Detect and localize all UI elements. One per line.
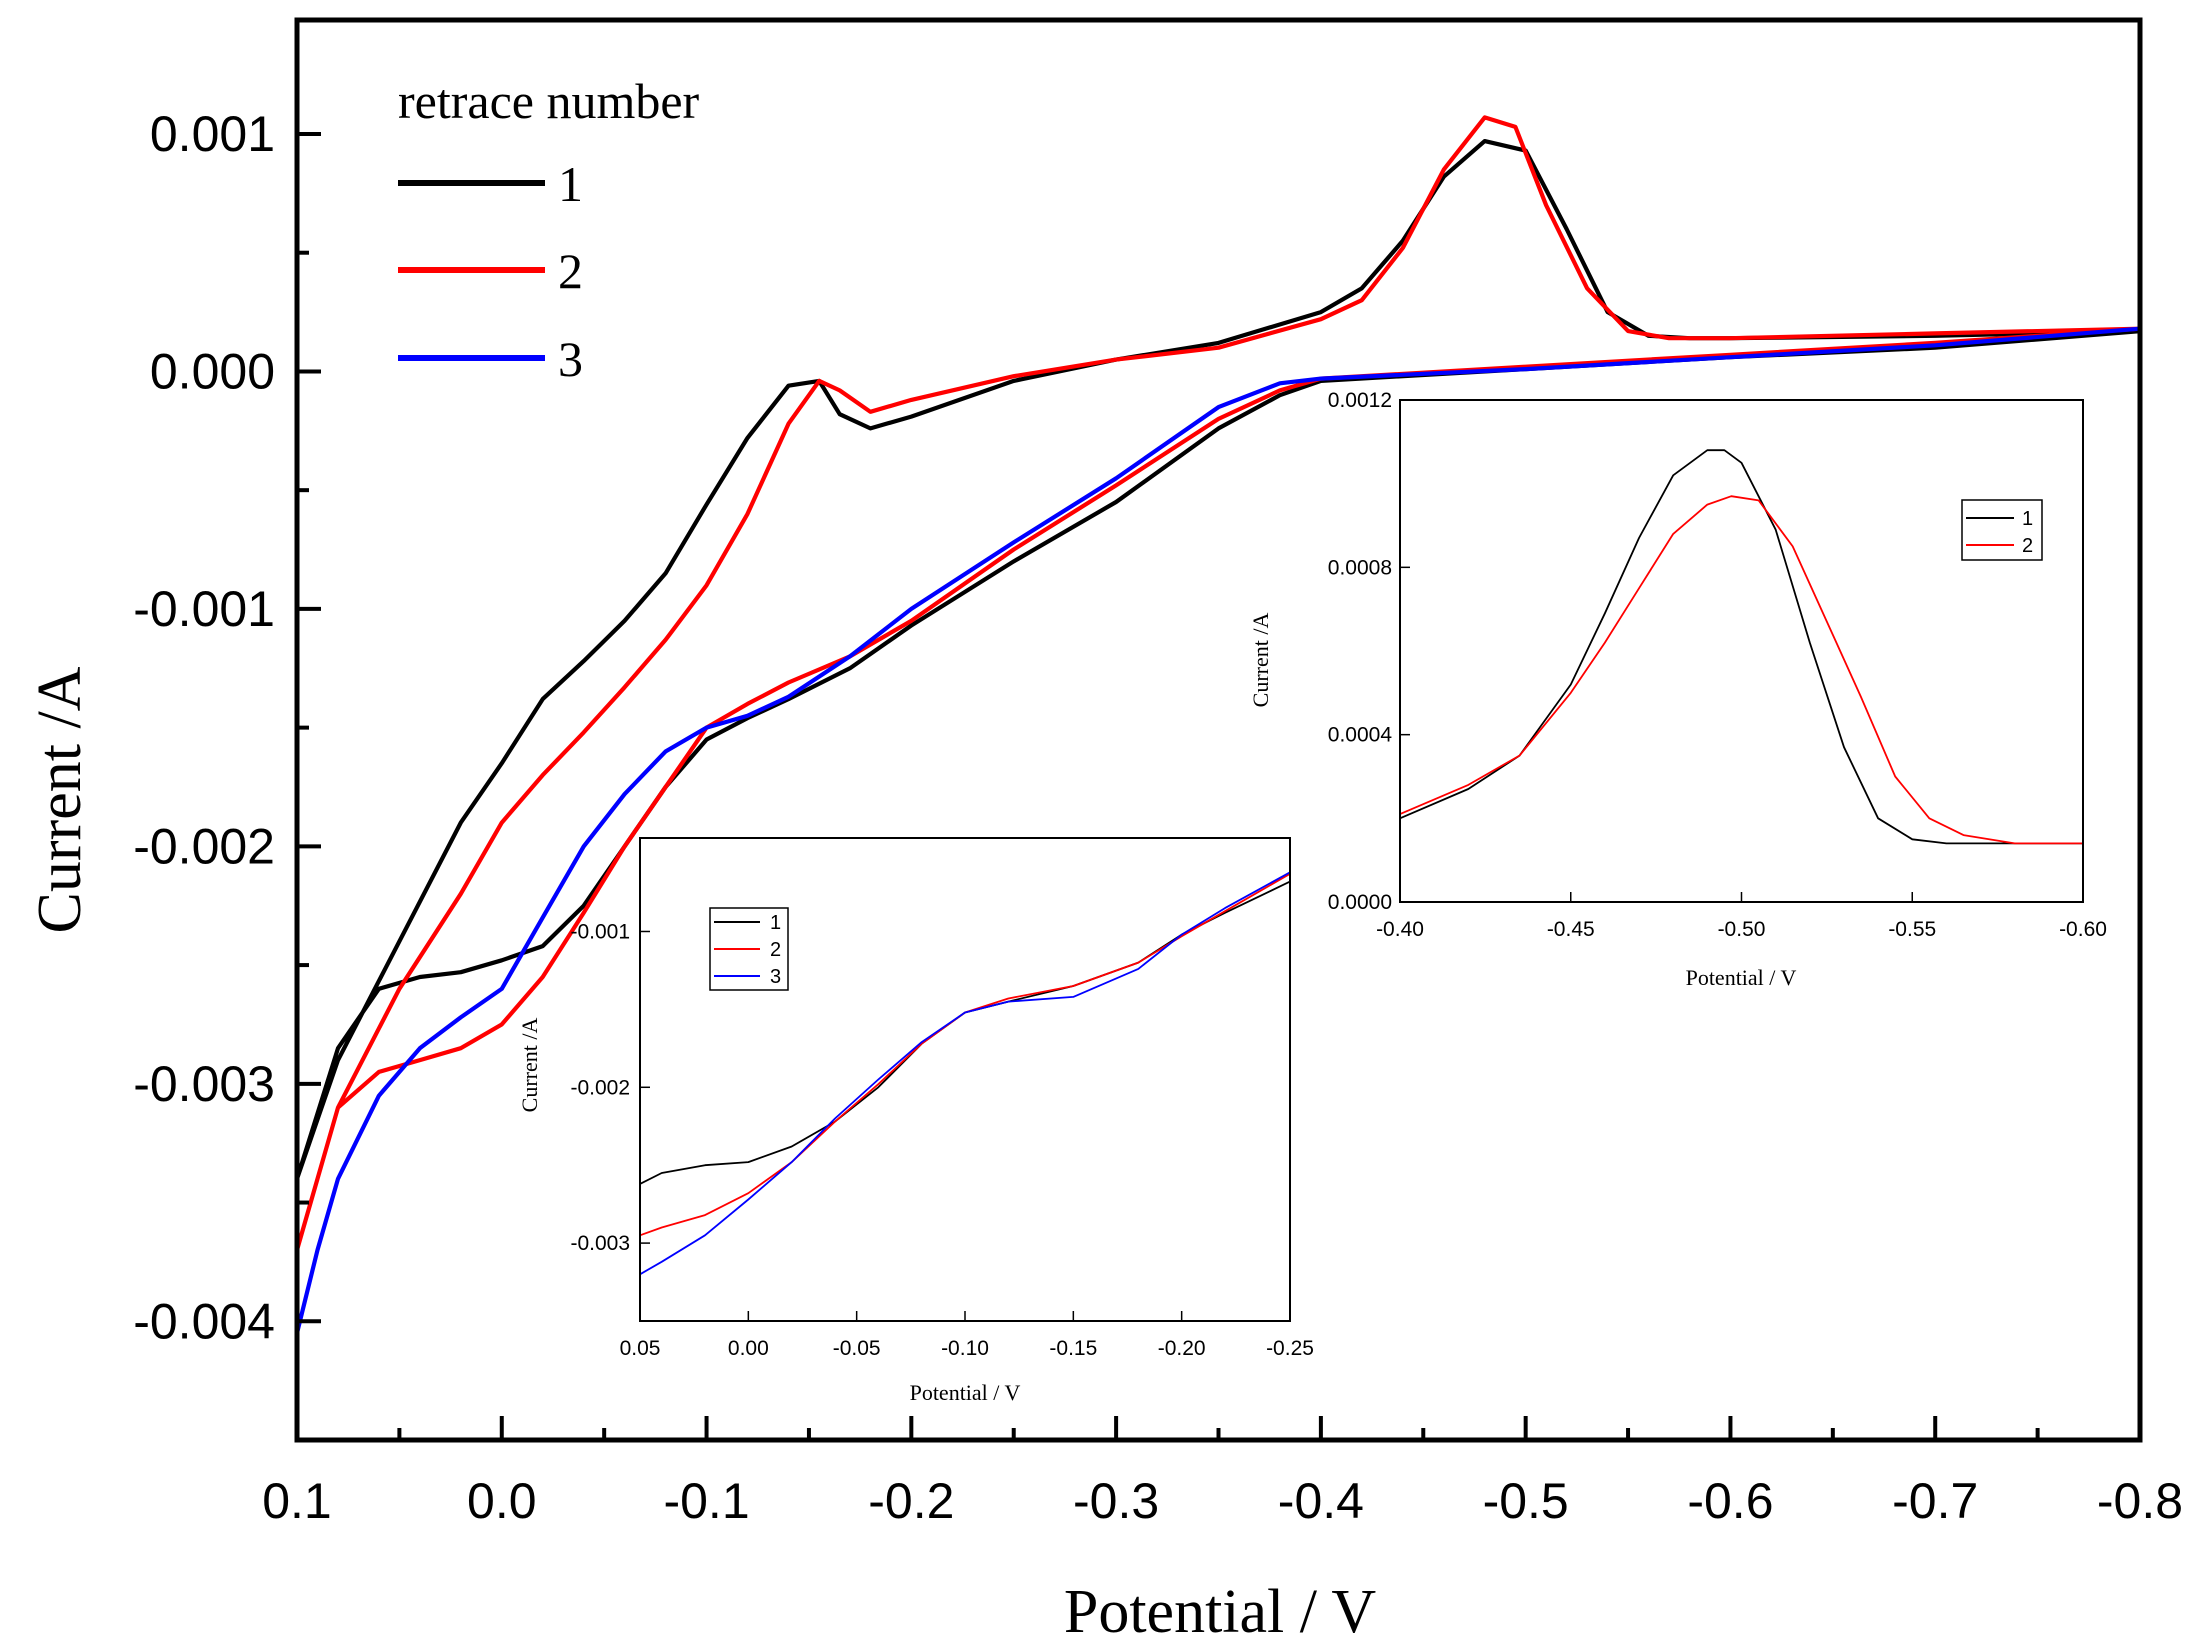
inset2-legend-label-1: 1 [2022, 508, 2033, 530]
main-x-axis-title: Potential / V [1064, 1578, 1377, 1646]
main-x-tick-label: -0.1 [663, 1473, 749, 1529]
inset2-legend: 1 2 [1961, 499, 2043, 561]
main-series-line-2 [294, 115, 2143, 1253]
main-series-line-3 [294, 326, 2143, 1336]
inset1-y-axis-title: Current /A [517, 1018, 542, 1113]
inset2-legend-label-2: 2 [2022, 535, 2033, 557]
inset2-series-line-2 [1399, 495, 2084, 845]
inset1-y-tick-label: -0.002 [570, 1076, 630, 1099]
inset1-x-tick-label: -0.10 [941, 1337, 989, 1360]
main-x-tick-label: -0.5 [1483, 1473, 1569, 1529]
main-y-tick-label: -0.004 [133, 1293, 275, 1349]
inset2-y-tick-label: 0.0004 [1328, 724, 1393, 747]
inset1-y-tick-label: -0.003 [570, 1232, 630, 1255]
main-legend-title: retrace number [398, 73, 700, 129]
inset2-y-tick-label: 0.0012 [1328, 389, 1392, 412]
inset1-legend: 1 2 3 [709, 907, 789, 991]
inset2-background [1400, 400, 2083, 902]
main-y-tick-label: 0.001 [150, 106, 275, 162]
inset1-x-tick-label: 0.00 [728, 1337, 769, 1360]
inset1-x-tick-label: -0.25 [1266, 1337, 1314, 1360]
inset1-y-tick-label: -0.001 [570, 920, 630, 943]
inset2-x-tick-label: -0.50 [1718, 918, 1766, 941]
main-x-tick-label: -0.8 [2097, 1473, 2183, 1529]
main-y-tick-label: -0.003 [133, 1056, 275, 1112]
inset1-x-tick-label: -0.15 [1049, 1337, 1097, 1360]
inset2-ticks-layer [1399, 399, 2084, 903]
main-y-axis-title: Current /A [26, 666, 94, 933]
main-legend-label-3: 3 [558, 331, 583, 387]
inset2-series-layer [1399, 449, 2084, 845]
main-x-tick-label: -0.6 [1687, 1473, 1773, 1529]
main-plot: 0.1 0.0 -0.1 -0.2 -0.3 -0.4 -0.5 -0.6 -0.7 -0.8 0.… [26, 17, 2183, 1646]
inset2-x-tick-label: -0.55 [1888, 918, 1936, 941]
main-tick-labels-layer: 0.1 0.0 -0.1 -0.2 -0.3 -0.4 -0.5 -0.6 -0.7 -0.8 0.… [133, 106, 2183, 1529]
inset2-x-tick-label: -0.60 [2059, 918, 2107, 941]
inset1-x-tick-label: -0.05 [833, 1337, 881, 1360]
inset1-plot: 0.05 0.00 -0.05 -0.10 -0.15 -0.20 -0.25 -0.001 -… [517, 837, 1314, 1405]
main-x-tick-label: -0.4 [1278, 1473, 1364, 1529]
main-legend-label-1: 1 [558, 156, 583, 212]
inset1-series-layer [639, 871, 1291, 1276]
inset2-tick-labels-layer: -0.40 -0.45 -0.50 -0.55 -0.60 0.0000 0.0004 0.0… [1328, 389, 2107, 941]
main-ticks-layer [295, 131, 2142, 1440]
inset2-y-tick-label: 0.0008 [1328, 556, 1392, 579]
inset2-y-tick-label: 0.0000 [1328, 891, 1392, 914]
inset1-x-tick-label: 0.05 [620, 1337, 661, 1360]
inset2-y-axis-title: Current /A [1248, 613, 1273, 708]
inset2-plot: -0.40 -0.45 -0.50 -0.55 -0.60 0.0000 0.0004 0.0… [1248, 389, 2107, 990]
inset1-legend-label-3: 3 [770, 966, 781, 988]
inset2-x-tick-label: -0.40 [1376, 918, 1424, 941]
main-legend-label-2: 2 [558, 243, 583, 299]
inset1-x-tick-label: -0.20 [1158, 1337, 1206, 1360]
inset1-tick-labels-layer: 0.05 0.00 -0.05 -0.10 -0.15 -0.20 -0.25 -0.001 -… [570, 920, 1313, 1360]
main-x-tick-label: 0.1 [262, 1473, 332, 1529]
inset2-series-line-1 [1399, 449, 2084, 845]
main-y-tick-label: 0.000 [150, 343, 275, 399]
main-legend: retrace number 1 2 3 [398, 73, 700, 387]
main-x-tick-label: 0.0 [467, 1473, 537, 1529]
inset1-ticks-layer [639, 930, 1291, 1321]
inset2-x-tick-label: -0.45 [1547, 918, 1595, 941]
main-x-tick-label: -0.3 [1073, 1473, 1159, 1529]
main-x-tick-label: -0.7 [1892, 1473, 1978, 1529]
inset1-series-line-3 [639, 871, 1291, 1276]
inset1-legend-label-1: 1 [770, 912, 781, 934]
inset1-legend-label-2: 2 [770, 939, 781, 961]
main-y-tick-label: -0.001 [133, 581, 275, 637]
main-series-layer [294, 115, 2143, 1336]
inset2-legend-box [1961, 499, 2043, 561]
inset1-x-axis-title: Potential / V [910, 1380, 1021, 1405]
inset2-x-axis-title: Potential / V [1686, 965, 1797, 990]
main-y-tick-label: -0.002 [133, 818, 275, 874]
main-x-tick-label: -0.2 [868, 1473, 954, 1529]
